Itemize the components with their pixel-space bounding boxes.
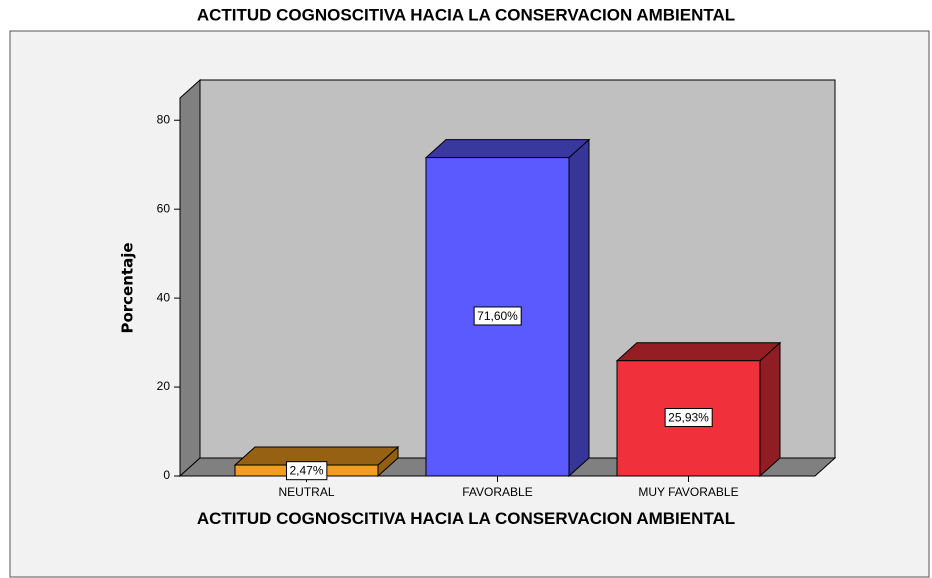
x-axis-label: ACTITUD COGNOSCITIVA HACIA LA CONSERVACI… xyxy=(196,509,736,528)
y-tick-label: 20 xyxy=(157,379,171,393)
bar-side xyxy=(568,138,590,478)
value-label: 71,60% xyxy=(477,309,518,323)
value-label: 25,93% xyxy=(668,411,709,425)
value-label-box xyxy=(664,408,713,428)
chart-title: ACTITUD COGNOSCITIVA HACIA LA CONSERVACI… xyxy=(197,5,735,24)
y-tick-label: 60 xyxy=(157,201,171,215)
value-label: 2,47% xyxy=(289,464,323,478)
bar-side xyxy=(759,341,781,478)
y-tick-label: 0 xyxy=(163,468,170,482)
side-wall xyxy=(179,78,201,478)
y-axis-label: Porcentaje xyxy=(119,242,137,333)
x-tick-label: MUY FAVORABLE xyxy=(638,485,738,499)
bar-top xyxy=(615,342,782,362)
y-tick-label: 80 xyxy=(157,112,171,126)
bar-top xyxy=(424,139,591,159)
x-tick-label: FAVORABLE xyxy=(462,485,532,499)
y-tick-label: 40 xyxy=(157,290,171,304)
x-tick-label: NEUTRAL xyxy=(278,485,334,499)
value-label-box xyxy=(473,306,522,326)
value-label-box xyxy=(285,461,328,481)
